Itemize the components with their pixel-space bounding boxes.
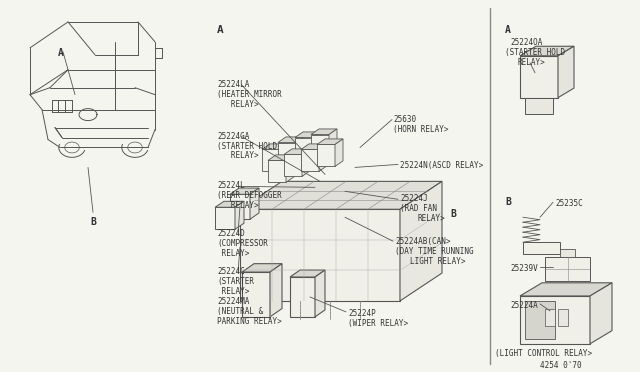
Polygon shape <box>295 132 321 138</box>
Polygon shape <box>295 138 313 160</box>
Text: 25239V: 25239V <box>510 264 538 273</box>
Polygon shape <box>242 264 282 272</box>
Polygon shape <box>558 46 574 98</box>
Text: RELAY>: RELAY> <box>418 214 445 223</box>
Polygon shape <box>560 249 575 257</box>
Polygon shape <box>250 188 259 219</box>
Text: 25224C: 25224C <box>217 267 244 276</box>
Polygon shape <box>268 160 286 182</box>
Text: B: B <box>505 197 511 207</box>
Polygon shape <box>286 155 294 182</box>
Text: B: B <box>90 217 96 227</box>
Polygon shape <box>215 207 235 229</box>
Polygon shape <box>290 270 325 277</box>
Text: (RAD FAN: (RAD FAN <box>400 204 437 213</box>
Text: RELAY>: RELAY> <box>217 287 250 296</box>
Polygon shape <box>262 144 288 150</box>
Text: 25224A: 25224A <box>510 301 538 310</box>
Polygon shape <box>329 129 337 157</box>
Polygon shape <box>215 201 244 207</box>
Text: A: A <box>505 25 511 35</box>
Text: A: A <box>217 25 224 35</box>
Polygon shape <box>235 201 244 229</box>
Polygon shape <box>240 182 442 209</box>
Text: RELAY>: RELAY> <box>217 249 250 258</box>
Polygon shape <box>262 150 280 171</box>
Polygon shape <box>290 277 315 317</box>
Polygon shape <box>270 264 282 317</box>
Text: 25224MA: 25224MA <box>217 297 250 306</box>
Text: 25224LA: 25224LA <box>217 80 250 89</box>
Polygon shape <box>520 296 590 344</box>
Polygon shape <box>313 132 321 160</box>
Polygon shape <box>317 139 343 144</box>
Text: RELAY>: RELAY> <box>518 58 546 67</box>
Text: 25235C: 25235C <box>555 199 583 208</box>
Text: (DAY TIME RUNNING: (DAY TIME RUNNING <box>395 247 474 256</box>
Polygon shape <box>525 98 553 113</box>
Text: RELAY>: RELAY> <box>217 151 259 160</box>
Polygon shape <box>280 144 288 171</box>
Text: 25224L: 25224L <box>217 182 244 190</box>
Text: (COMPRESSOR: (COMPRESSOR <box>217 239 268 248</box>
Polygon shape <box>525 301 555 339</box>
Polygon shape <box>284 154 302 176</box>
Polygon shape <box>520 46 574 56</box>
Text: 25224J: 25224J <box>400 194 428 203</box>
Text: RELAY>: RELAY> <box>217 201 259 210</box>
Text: 25224OA: 25224OA <box>510 38 542 47</box>
Polygon shape <box>317 144 335 166</box>
Text: (LIGHT CONTROL RELAY>: (LIGHT CONTROL RELAY> <box>495 349 592 358</box>
Text: (HEATER MIRROR: (HEATER MIRROR <box>217 90 282 99</box>
Text: 25224N(ASCD RELAY>: 25224N(ASCD RELAY> <box>400 161 483 170</box>
Polygon shape <box>520 283 612 296</box>
Polygon shape <box>523 242 560 254</box>
Polygon shape <box>319 144 327 171</box>
Text: PARKING RELAY>: PARKING RELAY> <box>217 317 282 326</box>
Text: RELAY>: RELAY> <box>217 100 259 109</box>
Polygon shape <box>311 135 329 157</box>
Polygon shape <box>545 309 555 326</box>
Polygon shape <box>400 182 442 301</box>
Polygon shape <box>315 270 325 317</box>
Polygon shape <box>301 150 319 171</box>
Polygon shape <box>590 283 612 344</box>
Text: 25224AB(CAN>: 25224AB(CAN> <box>395 237 451 246</box>
Text: (NEUTRAL &: (NEUTRAL & <box>217 307 263 316</box>
Text: (WIPER RELAY>: (WIPER RELAY> <box>348 319 408 328</box>
Polygon shape <box>230 188 259 194</box>
Text: B: B <box>450 209 456 219</box>
Polygon shape <box>558 309 568 326</box>
Text: 25224P: 25224P <box>348 309 376 318</box>
Text: (REAR DEFOGGER: (REAR DEFOGGER <box>217 191 282 201</box>
Polygon shape <box>545 257 590 281</box>
Text: LIGHT RELAY>: LIGHT RELAY> <box>410 257 465 266</box>
Text: 25224GA: 25224GA <box>217 132 250 141</box>
Polygon shape <box>301 144 327 150</box>
Text: 25630: 25630 <box>393 115 416 124</box>
Polygon shape <box>520 56 558 98</box>
Polygon shape <box>311 129 337 135</box>
Polygon shape <box>240 209 400 301</box>
Polygon shape <box>278 142 296 164</box>
Text: (STARTER: (STARTER <box>217 277 254 286</box>
Polygon shape <box>296 137 304 164</box>
Polygon shape <box>268 155 294 160</box>
Text: 4254 0'70: 4254 0'70 <box>540 361 582 370</box>
Text: A: A <box>58 48 64 58</box>
Polygon shape <box>302 149 310 176</box>
Text: 25224D: 25224D <box>217 229 244 238</box>
Polygon shape <box>278 137 304 142</box>
Text: (STARTER HOLD: (STARTER HOLD <box>217 141 277 151</box>
Polygon shape <box>335 139 343 166</box>
Text: (STARTER HOLD: (STARTER HOLD <box>505 48 565 57</box>
Polygon shape <box>242 272 270 317</box>
Polygon shape <box>284 149 310 154</box>
Polygon shape <box>230 194 250 219</box>
Text: (HORN RELAY>: (HORN RELAY> <box>393 125 449 134</box>
